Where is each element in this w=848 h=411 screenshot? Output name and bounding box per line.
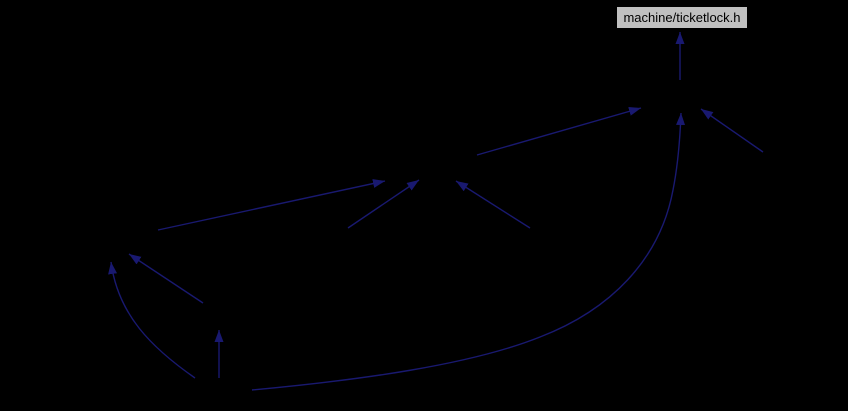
graph-edge-bottom-to-left-curve [108, 261, 196, 379]
graph-edge-right-to-hub-diagonal [700, 108, 764, 153]
graph-edge-mid-to-hub-diagonal [476, 106, 642, 156]
graph-edge-bottom-to-hub-long-curve [251, 112, 686, 391]
graph-edge-left-to-mid-shallow [157, 179, 386, 231]
graph-edge-lower-to-left-diagonal [128, 253, 204, 304]
graph-edge-lowerright-to-mid-diagonal [455, 180, 531, 229]
graph-node-root-label: machine/ticketlock.h [623, 10, 741, 25]
graph-node-root: machine/ticketlock.h [616, 6, 748, 29]
graph-edge-lowerleft-to-mid-diagonal [347, 179, 420, 229]
